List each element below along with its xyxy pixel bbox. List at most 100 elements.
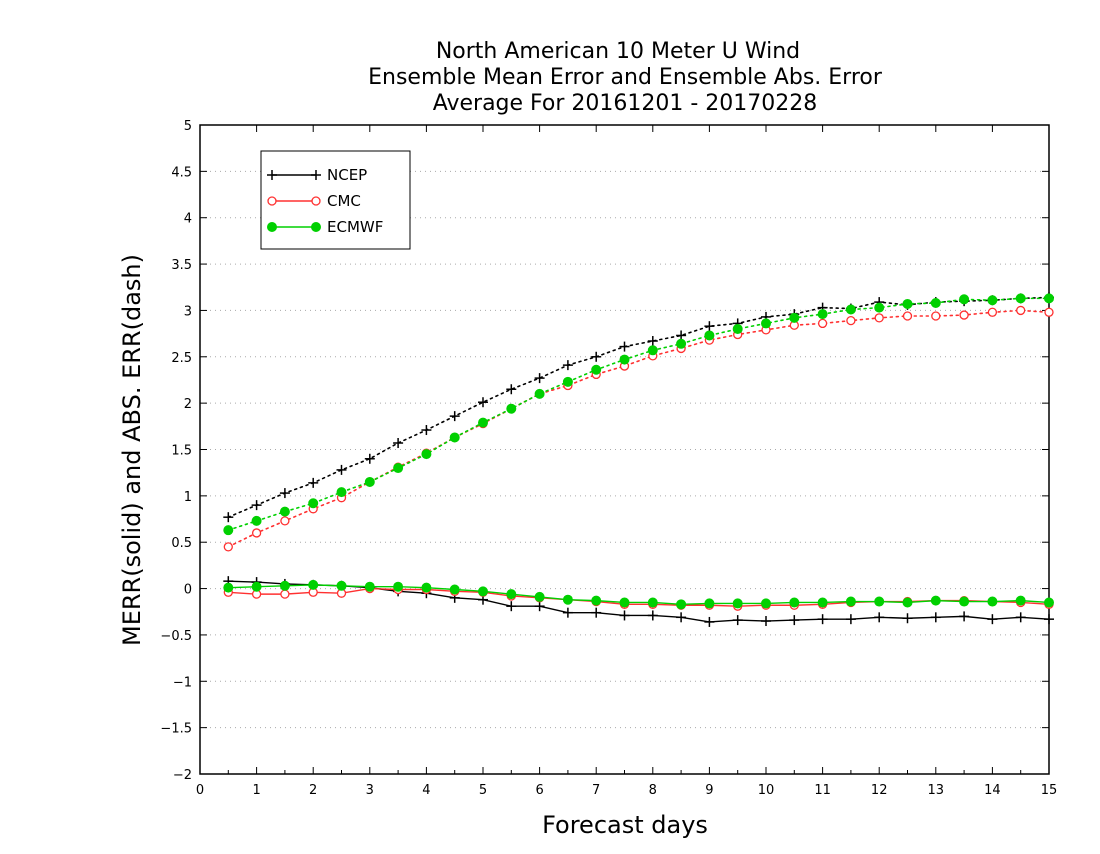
legend-entries: NCEP CMC ECMWF [267,166,383,236]
y-tick-label: 2.5 [171,351,192,366]
merr-point-ecmwf [987,596,998,607]
tick-layer: 54.543.532.521.510.50−0.5−1−1.5−20 1 2 3 4 5 6… [160,119,1057,798]
merr-point-ecmwf [874,596,885,607]
x-tick-label: 4 [422,783,430,798]
abs-err-point-ecmwf [308,498,319,509]
legend-label-ecmwf: ECMWF [327,218,383,236]
merr-point-ecmwf [817,597,828,608]
abs-err-point-ecmwf [732,323,743,334]
abs-err-point-ecmwf [1015,293,1026,304]
merr-point-ecmwf [704,598,715,609]
merr-point-ncep [506,601,517,612]
y-tick-label: 3 [184,304,192,319]
series-ncep [223,292,1054,627]
y-tick-label: 5 [184,119,192,134]
legend-label-cmc: CMC [327,192,361,210]
abs-err-point-ecmwf [506,403,517,414]
y-tick-label: 0 [184,583,192,598]
merr-point-ecmwf [223,582,234,593]
merr-point-ncep [704,616,715,627]
abs-err-point-ecmwf [591,364,602,375]
abs-err-point-ecmwf [647,345,658,356]
y-tick-label: −1 [173,675,192,690]
legend-marker-cmc [267,196,277,206]
y-tick-label: 1 [184,490,192,505]
abs-err-point-cmc [251,528,262,538]
abs-err-point-ecmwf [930,298,941,309]
abs-err-point-cmc [959,310,969,320]
legend-label-ncep: NCEP [327,166,367,184]
abs-err-point-cmc [1044,307,1054,317]
abs-err-point-cmc [1016,305,1026,316]
abs-err-point-ecmwf [449,432,460,443]
merr-point-ncep [845,614,856,625]
x-tick-label: 9 [705,783,713,798]
merr-point-ecmwf [449,584,460,595]
merr-point-ncep [647,610,658,621]
legend-item-ncep: NCEP [267,166,367,184]
abs-err-point-ecmwf [959,294,970,305]
abs-err-point-ncep [449,411,460,422]
x-tick-label: 1 [252,783,260,798]
abs-err-point-ncep [251,500,262,511]
legend-box [260,150,411,250]
abs-err-line-ncep [227,296,1050,518]
abs-err-point-ecmwf [421,449,432,460]
chart-title-line-3: Average For 20161201 - 20170228 [433,91,818,116]
abs-err-point-ecmwf [874,302,885,313]
merr-point-ncep [902,613,913,624]
abs-err-point-cmc [846,315,856,326]
abs-err-point-ecmwf [676,338,687,349]
merr-point-ncep [591,607,602,618]
x-tick-label: 12 [871,783,888,798]
legend-marker-ecmwf [267,222,277,232]
abs-err-point-ecmwf [902,298,913,309]
series-layer [223,292,1054,627]
merr-point-ecmwf [619,597,630,608]
abs-err-point-ncep [279,488,290,499]
merr-point-ecmwf [845,596,856,607]
merr-point-ecmwf [1015,595,1026,606]
y-tick-label: −0.5 [160,629,192,644]
merr-point-ncep [534,601,545,612]
legend-marker-cmc [311,196,321,206]
merr-point-ecmwf [676,599,687,610]
legend-marker-ncep [267,170,277,180]
legend-item-ecmwf: ECMWF [267,218,383,236]
merr-point-ecmwf [364,581,375,592]
x-tick-label: 3 [366,783,374,798]
abs-err-point-cmc [902,311,913,321]
abs-err-point-ncep [421,425,432,436]
y-tick-label: 1.5 [171,444,192,459]
abs-err-point-cmc [931,311,941,321]
y-tick-label: 4 [184,212,192,227]
merr-point-ecmwf [562,594,573,605]
legend-marker-ncep [311,170,321,180]
series-ecmwf [223,293,1054,610]
merr-point-ecmwf [251,581,262,592]
x-tick-label: 13 [928,783,945,798]
abs-err-point-ncep [336,464,347,475]
abs-err-point-ecmwf [817,309,828,320]
x-tick-label: 8 [649,783,657,798]
merr-point-cmc [280,589,290,599]
merr-point-ecmwf [902,597,913,608]
abs-err-point-ncep [647,336,658,347]
abs-err-point-cmc [223,542,233,552]
abs-err-point-ncep [534,373,545,384]
chart-title-line-2: Ensemble Mean Error and Ensemble Abs. Er… [368,65,883,90]
abs-err-point-ecmwf [619,354,630,365]
abs-err-point-ecmwf [987,295,998,306]
abs-err-point-ecmwf [562,376,573,387]
y-tick-label: 4.5 [171,165,192,180]
abs-err-point-ecmwf [393,463,404,474]
merr-point-ecmwf [959,596,970,607]
abs-err-point-ncep [364,453,375,464]
x-tick-label: 5 [479,783,487,798]
merr-point-ecmwf [930,595,941,606]
abs-err-point-cmc [280,516,290,526]
merr-line-ecmwf [228,584,1050,606]
y-tick-label: 2 [184,397,192,412]
x-tick-label: 2 [309,783,317,798]
